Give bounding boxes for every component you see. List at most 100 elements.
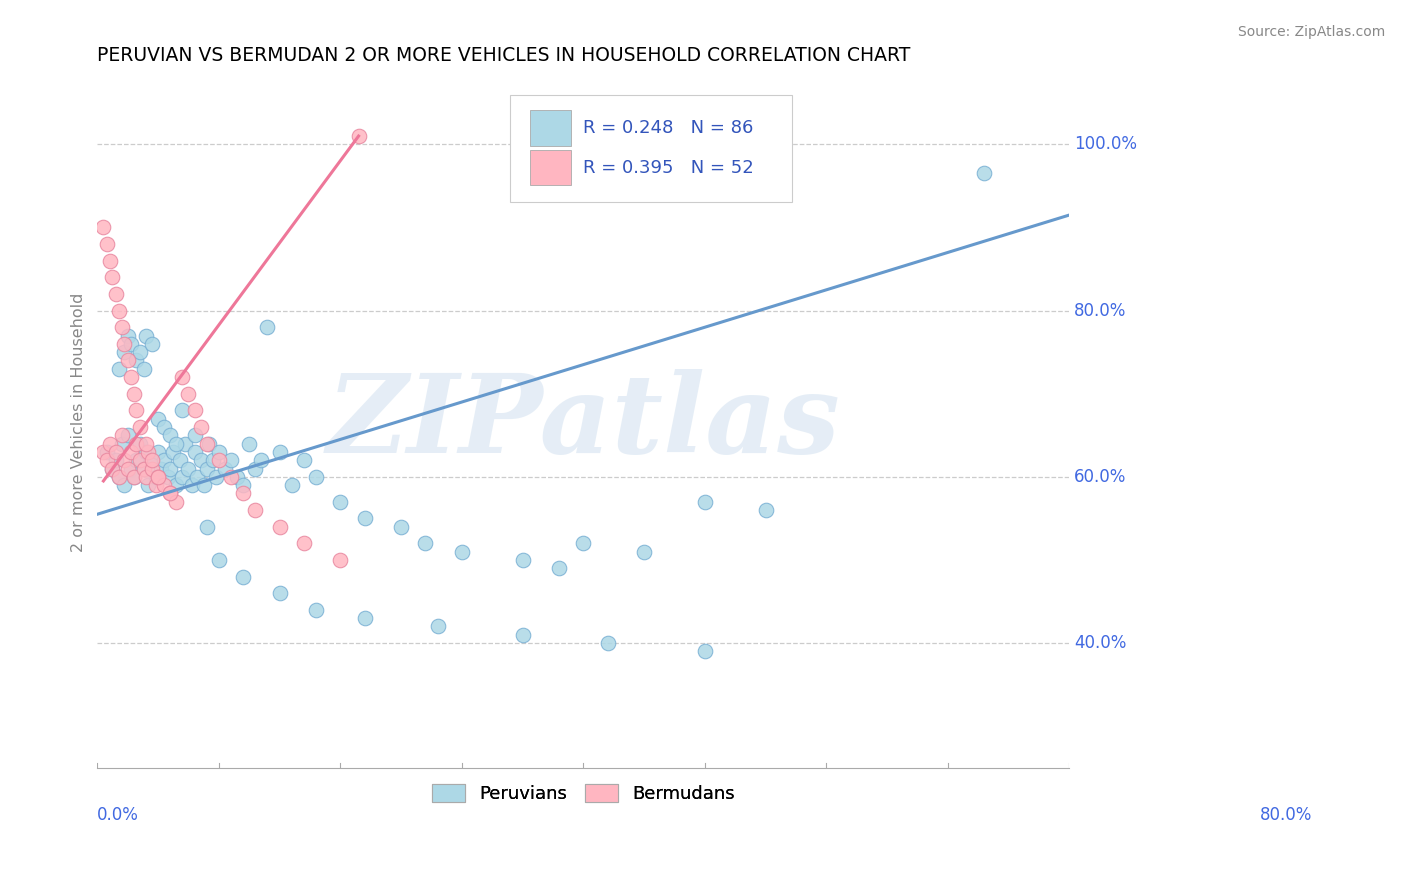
Text: Source: ZipAtlas.com: Source: ZipAtlas.com	[1237, 25, 1385, 39]
Point	[135, 436, 157, 450]
Point	[198, 436, 221, 450]
Point	[117, 428, 139, 442]
Point	[633, 544, 655, 558]
Point	[347, 129, 370, 144]
FancyBboxPatch shape	[510, 95, 793, 202]
Point	[755, 503, 778, 517]
FancyBboxPatch shape	[530, 111, 571, 146]
Point	[512, 628, 534, 642]
Point	[141, 453, 163, 467]
Point	[232, 486, 254, 500]
Point	[108, 470, 131, 484]
Point	[108, 361, 131, 376]
Point	[353, 611, 375, 625]
Point	[96, 237, 118, 252]
Point	[269, 445, 291, 459]
Point	[149, 461, 172, 475]
Point	[165, 436, 187, 450]
Point	[135, 445, 157, 459]
Point	[226, 470, 249, 484]
Point	[238, 436, 260, 450]
Point	[96, 445, 118, 459]
Point	[183, 403, 205, 417]
Point	[111, 436, 134, 450]
Point	[159, 486, 181, 500]
Point	[329, 553, 352, 567]
Point	[125, 403, 148, 417]
Text: 80.0%: 80.0%	[1260, 805, 1312, 823]
Point	[190, 453, 212, 467]
Point	[208, 445, 231, 459]
Point	[693, 644, 716, 658]
Legend: Peruvians, Bermudans: Peruvians, Bermudans	[425, 777, 742, 811]
Point	[208, 453, 231, 467]
Text: 60.0%: 60.0%	[1074, 467, 1126, 486]
Point	[146, 470, 169, 484]
Text: ZIPatlas: ZIPatlas	[326, 369, 841, 476]
Point	[159, 486, 181, 500]
Point	[153, 478, 176, 492]
Point	[146, 411, 169, 425]
Point	[415, 536, 437, 550]
Point	[112, 345, 135, 359]
Point	[169, 453, 191, 467]
Point	[596, 636, 619, 650]
Point	[104, 445, 127, 459]
Point	[104, 287, 127, 301]
Point	[108, 470, 131, 484]
Point	[205, 470, 228, 484]
Point	[122, 470, 145, 484]
Point	[111, 428, 134, 442]
Point	[181, 478, 204, 492]
Point	[305, 470, 328, 484]
Text: PERUVIAN VS BERMUDAN 2 OR MORE VEHICLES IN HOUSEHOLD CORRELATION CHART: PERUVIAN VS BERMUDAN 2 OR MORE VEHICLES …	[97, 46, 911, 65]
Point	[159, 461, 181, 475]
Point	[245, 503, 267, 517]
Point	[232, 478, 254, 492]
Point	[201, 453, 224, 467]
Point	[195, 436, 218, 450]
Point	[120, 445, 142, 459]
Point	[141, 336, 163, 351]
Point	[426, 619, 449, 633]
Point	[173, 436, 195, 450]
Point	[195, 519, 218, 533]
Point	[183, 445, 205, 459]
Point	[250, 453, 273, 467]
Point	[125, 453, 148, 467]
Point	[128, 436, 150, 450]
Point	[101, 270, 124, 285]
Point	[146, 445, 169, 459]
Point	[973, 166, 995, 180]
Point	[135, 328, 157, 343]
Point	[138, 445, 160, 459]
Point	[96, 453, 118, 467]
Point	[104, 453, 127, 467]
Point	[548, 561, 571, 575]
Point	[193, 478, 215, 492]
Text: 40.0%: 40.0%	[1074, 634, 1126, 652]
Point	[165, 495, 187, 509]
Point	[165, 478, 187, 492]
Point	[125, 436, 148, 450]
Point	[112, 478, 135, 492]
Point	[122, 470, 145, 484]
Text: 0.0%: 0.0%	[97, 805, 139, 823]
Point	[138, 478, 160, 492]
Point	[146, 470, 169, 484]
Point	[117, 353, 139, 368]
Point	[292, 453, 315, 467]
Point	[128, 420, 150, 434]
Point	[120, 336, 142, 351]
Point	[256, 320, 278, 334]
Point	[281, 478, 304, 492]
Point	[172, 470, 194, 484]
Point	[111, 320, 134, 334]
Point	[101, 461, 124, 475]
Point	[183, 428, 205, 442]
Point	[125, 353, 148, 368]
Point	[132, 361, 155, 376]
Text: R = 0.395   N = 52: R = 0.395 N = 52	[583, 159, 754, 177]
Point	[141, 453, 163, 467]
Point	[98, 253, 121, 268]
